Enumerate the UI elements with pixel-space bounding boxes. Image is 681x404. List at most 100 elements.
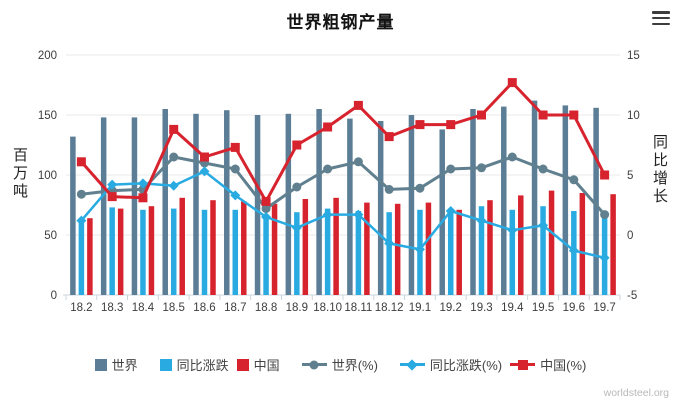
legend-item-china-line[interactable]: 中国(%) (510, 355, 586, 374)
bar-世界-19.7[interactable] (593, 107, 599, 295)
bar-中国-19.3[interactable] (487, 200, 493, 295)
bar-同比涨跌-18.10[interactable] (324, 208, 331, 295)
diamond-marker-同比涨跌(%)-18.7[interactable] (230, 190, 241, 201)
bar-世界-18.9[interactable] (285, 113, 292, 295)
bar-中国-18.3[interactable] (117, 208, 124, 295)
diamond-marker-同比涨跌(%)-19.4[interactable] (507, 225, 518, 236)
bar-世界-19.2[interactable] (439, 129, 445, 295)
circle-marker-世界(%)-19.7[interactable] (600, 210, 610, 220)
diamond-marker-同比涨跌(%)-18.10[interactable] (322, 209, 333, 220)
square-marker-中国(%)-19.5[interactable] (538, 110, 548, 120)
square-marker-中国(%)-18.3[interactable] (107, 192, 117, 202)
square-marker-中国(%)-18.4[interactable] (138, 193, 148, 203)
bar-同比涨跌-19.3[interactable] (478, 206, 485, 295)
bar-世界-19.6[interactable] (562, 105, 569, 296)
bar-同比涨跌-18.2[interactable] (78, 219, 85, 295)
bar-世界-18.7[interactable] (224, 110, 230, 295)
legend-item-world-bar[interactable]: 世界 (94, 355, 138, 374)
diamond-marker-同比涨跌(%)-19.7[interactable] (599, 252, 610, 263)
bar-中国-19.1[interactable] (425, 202, 432, 295)
square-marker-中国(%)-18.5[interactable] (169, 124, 179, 134)
bar-同比涨跌-18.7[interactable] (232, 209, 239, 295)
bar-同比涨跌-18.11[interactable] (355, 211, 362, 295)
square-marker-中国(%)-18.9[interactable] (292, 140, 302, 150)
hamburger-menu-icon[interactable] (652, 11, 670, 25)
diamond-marker-同比涨跌(%)-18.6[interactable] (199, 166, 210, 177)
bar-世界-18.5[interactable] (162, 109, 168, 295)
bar-同比涨跌-18.9[interactable] (294, 212, 300, 295)
square-marker-中国(%)-18.7[interactable] (230, 142, 240, 152)
circle-marker-世界(%)-19.2[interactable] (446, 164, 456, 174)
square-marker-中国(%)-19.3[interactable] (477, 110, 486, 120)
bar-世界-18.10[interactable] (316, 109, 322, 295)
circle-marker-世界(%)-18.12[interactable] (384, 184, 394, 194)
bar-同比涨跌-18.8[interactable] (263, 214, 269, 295)
diamond-marker-同比涨跌(%)-19.5[interactable] (538, 220, 549, 231)
square-marker-中国(%)-19.1[interactable] (415, 120, 425, 130)
circle-marker-世界(%)-19.6[interactable] (569, 175, 579, 185)
diamond-marker-同比涨跌(%)-18.3[interactable] (107, 179, 118, 190)
square-marker-中国(%)-18.11[interactable] (353, 100, 363, 110)
bar-中国-18.11[interactable] (364, 202, 370, 295)
bar-中国-19.7[interactable] (610, 194, 616, 295)
bar-世界-18.2[interactable] (70, 136, 76, 295)
square-marker-中国(%)-18.12[interactable] (384, 132, 394, 142)
circle-marker-世界(%)-19.1[interactable] (415, 183, 425, 193)
circle-marker-世界(%)-18.9[interactable] (292, 182, 302, 192)
line-path-中国(%)[interactable] (80, 81, 606, 203)
diamond-marker-同比涨跌(%)-18.9[interactable] (291, 222, 302, 233)
diamond-marker-同比涨跌(%)-19.2[interactable] (445, 206, 456, 216)
bar-世界-19.5[interactable] (531, 100, 538, 295)
bar-同比涨跌-18.5[interactable] (170, 208, 177, 295)
bar-世界-18.11[interactable] (347, 118, 353, 295)
circle-marker-世界(%)-18.10[interactable] (323, 164, 333, 174)
bar-中国-18.8[interactable] (271, 203, 278, 295)
bar-同比涨跌-19.5[interactable] (540, 206, 546, 295)
bar-中国-19.4[interactable] (518, 195, 524, 295)
square-marker-中国(%)-19.6[interactable] (569, 110, 579, 120)
circle-marker-世界(%)-19.4[interactable] (507, 152, 517, 162)
circle-marker-世界(%)-18.11[interactable] (353, 157, 363, 167)
bar-中国-18.10[interactable] (333, 197, 339, 295)
legend-item-world-line[interactable]: 世界(%) (301, 355, 378, 374)
bar-中国-18.7[interactable] (241, 201, 247, 295)
diamond-marker-同比涨跌(%)-19.6[interactable] (568, 245, 579, 256)
bar-世界-18.3[interactable] (100, 117, 107, 296)
line-path-世界(%)[interactable] (81, 155, 606, 216)
diamond-marker-同比涨跌(%)-18.5[interactable] (168, 180, 179, 191)
bar-同比涨跌-19.4[interactable] (509, 209, 516, 295)
circle-marker-世界(%)-18.2[interactable] (76, 189, 86, 199)
diamond-marker-同比涨跌(%)-18.4[interactable] (137, 178, 148, 189)
bar-中国-18.9[interactable] (302, 199, 309, 295)
bar-中国-18.6[interactable] (210, 200, 216, 295)
bar-世界-18.12[interactable] (377, 121, 384, 295)
bar-中国-19.6[interactable] (579, 193, 586, 295)
circle-marker-世界(%)-18.8[interactable] (261, 204, 271, 214)
circle-marker-世界(%)-18.7[interactable] (230, 164, 240, 174)
bar-中国-18.2[interactable] (87, 218, 93, 295)
diamond-marker-同比涨跌(%)-18.11[interactable] (353, 209, 364, 220)
square-marker-中国(%)-18.10[interactable] (323, 122, 333, 132)
bar-世界-18.4[interactable] (131, 117, 138, 296)
diamond-marker-同比涨跌(%)-19.3[interactable] (476, 215, 487, 226)
bar-世界-18.8[interactable] (254, 115, 261, 295)
bar-世界-18.6[interactable] (193, 113, 199, 295)
circle-marker-世界(%)-19.3[interactable] (477, 163, 486, 173)
diamond-marker-同比涨跌(%)-19.1[interactable] (414, 244, 425, 255)
bar-中国-19.2[interactable] (456, 209, 462, 295)
bar-世界-19.1[interactable] (408, 115, 415, 295)
bar-世界-19.3[interactable] (470, 109, 476, 295)
bar-中国-18.12[interactable] (394, 203, 401, 295)
bar-中国-19.5[interactable] (548, 190, 555, 295)
circle-marker-世界(%)-18.5[interactable] (169, 152, 179, 162)
square-marker-中国(%)-19.7[interactable] (600, 170, 610, 180)
legend-item-china-bar[interactable]: 中国 (236, 355, 280, 374)
bar-同比涨跌-18.4[interactable] (140, 209, 146, 295)
square-marker-中国(%)-19.2[interactable] (446, 120, 456, 130)
square-marker-中国(%)-19.4[interactable] (507, 78, 517, 88)
diamond-marker-同比涨跌(%)-18.12[interactable] (384, 238, 395, 249)
diamond-marker-同比涨跌(%)-18.8[interactable] (261, 212, 272, 222)
bar-中国-18.5[interactable] (179, 197, 185, 295)
bar-同比涨跌-18.12[interactable] (386, 212, 392, 295)
legend-item-yoy-bar[interactable]: 同比涨跌 (159, 355, 229, 374)
